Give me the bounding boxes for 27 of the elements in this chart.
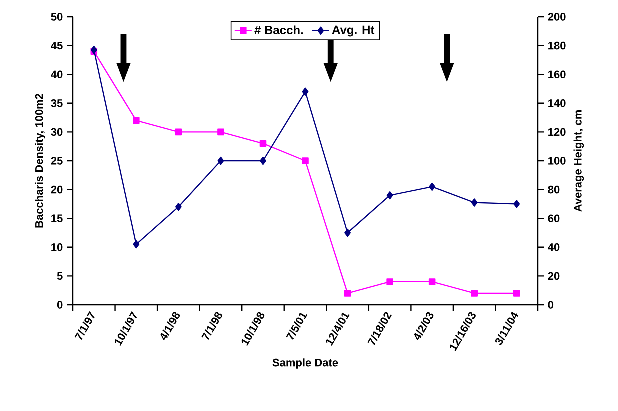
y-tick-label: 10 xyxy=(52,244,63,252)
y2-tick-label: 160 xyxy=(548,70,566,78)
y-tick-label: 35 xyxy=(51,99,63,108)
y2-axis-title: Average Height, cm xyxy=(574,110,584,212)
y2-tick-label: 80 xyxy=(548,186,560,194)
y-tick-label: 0 xyxy=(57,301,63,309)
y2-tick-label: 200 xyxy=(548,13,566,21)
y-axis-title: Baccharis Density, 100m2 xyxy=(35,94,46,228)
y-tick-label: 30 xyxy=(51,128,63,136)
y2-tick-label: 120 xyxy=(548,128,566,136)
y2-tick-label: 140 xyxy=(548,99,566,108)
y2-tick-label: 60 xyxy=(548,214,560,222)
x-axis-title: Sample Date xyxy=(272,358,338,369)
y-tick-label: 40 xyxy=(51,70,63,78)
y2-tick-label: 100 xyxy=(548,157,566,165)
y-tick-label: 50 xyxy=(51,13,63,21)
y-tick-label: 25 xyxy=(51,157,63,165)
y-tick-label: 15 xyxy=(52,214,63,222)
y-tick-label: 20 xyxy=(51,186,63,194)
y2-tick-label: 0 xyxy=(548,301,554,309)
y2-tick-label: 180 xyxy=(548,42,566,50)
y2-tick-label: 20 xyxy=(548,272,560,280)
legend-label: Avg. Ht xyxy=(332,26,375,37)
y-tick-label: 5 xyxy=(57,272,63,280)
legend-label: # Bacch. xyxy=(254,26,304,35)
y-tick-label: 45 xyxy=(51,42,63,50)
y2-tick-label: 40 xyxy=(548,243,560,252)
